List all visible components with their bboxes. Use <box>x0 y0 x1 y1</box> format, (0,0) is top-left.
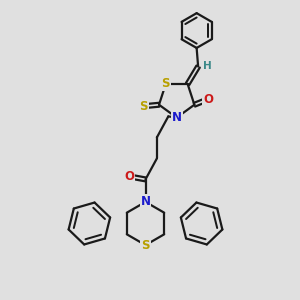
Text: S: S <box>141 238 150 252</box>
Text: N: N <box>140 195 151 208</box>
Text: H: H <box>203 61 212 71</box>
Text: S: S <box>161 77 170 91</box>
Text: O: O <box>203 93 213 106</box>
Text: S: S <box>139 100 148 113</box>
Text: N: N <box>172 111 182 124</box>
Text: O: O <box>124 170 134 183</box>
